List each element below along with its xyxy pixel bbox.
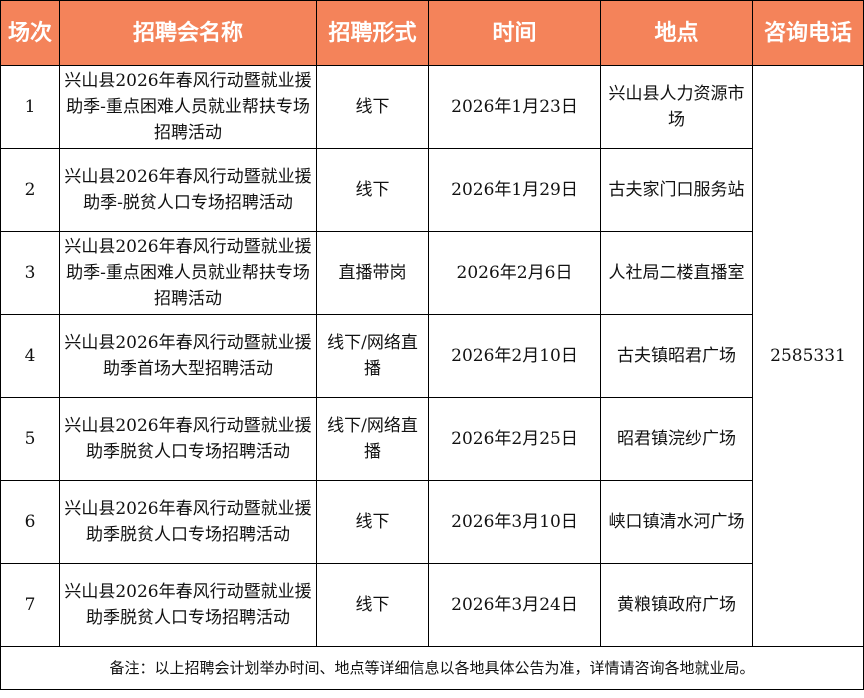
- cell-form: 直播带岗: [316, 231, 429, 315]
- cell-no: 5: [0, 397, 60, 481]
- cell-place: 峡口镇清水河广场: [600, 480, 753, 564]
- cell-no: 2: [0, 148, 60, 232]
- cell-no: 3: [0, 231, 60, 315]
- table-row: 3 兴山县2026年春风行动暨就业援助季-重点困难人员就业帮扶专场招聘活动 直播…: [0, 231, 864, 315]
- cell-name: 兴山县2026年春风行动暨就业援助季-重点困难人员就业帮扶专场招聘活动: [59, 231, 317, 315]
- cell-place: 古夫家门口服务站: [600, 148, 753, 232]
- header-form: 招聘形式: [316, 0, 429, 66]
- note: 备注：以上招聘会计划举办时间、地点等详细信息以各地具体公告为准，详情请咨询各地就…: [0, 646, 864, 690]
- cell-form: 线下: [316, 148, 429, 232]
- cell-date: 2026年3月24日: [428, 563, 601, 647]
- cell-form: 线下: [316, 563, 429, 647]
- cell-name: 兴山县2026年春风行动暨就业援助季-重点困难人员就业帮扶专场招聘活动: [59, 65, 317, 149]
- table-row: 6 兴山县2026年春风行动暨就业援助季脱贫人口专场招聘活动 线下 2026年3…: [0, 480, 864, 564]
- header-row: 场次 招聘会名称 招聘形式 时间 地点 咨询电话: [0, 0, 864, 66]
- cell-form: 线下/网络直播: [316, 314, 429, 398]
- cell-name: 兴山县2026年春风行动暨就业援助季-脱贫人口专场招聘活动: [59, 148, 317, 232]
- cell-form: 线下: [316, 65, 429, 149]
- table-row: 5 兴山县2026年春风行动暨就业援助季脱贫人口专场招聘活动 线下/网络直播 2…: [0, 397, 864, 481]
- header-name: 招聘会名称: [59, 0, 317, 66]
- cell-no: 7: [0, 563, 60, 647]
- cell-place: 古夫镇昭君广场: [600, 314, 753, 398]
- cell-place: 昭君镇浣纱广场: [600, 397, 753, 481]
- cell-place: 黄粮镇政府广场: [600, 563, 753, 647]
- table-row: 2 兴山县2026年春风行动暨就业援助季-脱贫人口专场招聘活动 线下 2026年…: [0, 148, 864, 232]
- cell-date: 2026年2月6日: [428, 231, 601, 315]
- cell-date: 2026年1月29日: [428, 148, 601, 232]
- cell-place: 人社局二楼直播室: [600, 231, 753, 315]
- cell-phone: 2585331: [752, 65, 864, 647]
- cell-no: 6: [0, 480, 60, 564]
- table-row: 4 兴山县2026年春风行动暨就业援助季首场大型招聘活动 线下/网络直播 202…: [0, 314, 864, 398]
- table-row: 7 兴山县2026年春风行动暨就业援助季脱贫人口专场招聘活动 线下 2026年3…: [0, 563, 864, 647]
- cell-name: 兴山县2026年春风行动暨就业援助季首场大型招聘活动: [59, 314, 317, 398]
- cell-name: 兴山县2026年春风行动暨就业援助季脱贫人口专场招聘活动: [59, 480, 317, 564]
- cell-name: 兴山县2026年春风行动暨就业援助季脱贫人口专场招聘活动: [59, 397, 317, 481]
- cell-no: 4: [0, 314, 60, 398]
- cell-date: 2026年1月23日: [428, 65, 601, 149]
- header-no: 场次: [0, 0, 60, 66]
- cell-form: 线下/网络直播: [316, 397, 429, 481]
- cell-date: 2026年2月25日: [428, 397, 601, 481]
- table-row: 1 兴山县2026年春风行动暨就业援助季-重点困难人员就业帮扶专场招聘活动 线下…: [0, 65, 864, 647]
- header-phone: 咨询电话: [752, 0, 864, 66]
- cell-date: 2026年3月10日: [428, 480, 601, 564]
- header-date: 时间: [428, 0, 601, 66]
- header-place: 地点: [600, 0, 753, 66]
- cell-no: 1: [0, 65, 60, 149]
- cell-date: 2026年2月10日: [428, 314, 601, 398]
- cell-place: 兴山县人力资源市场: [600, 65, 753, 149]
- cell-name: 兴山县2026年春风行动暨就业援助季脱贫人口专场招聘活动: [59, 563, 317, 647]
- cell-form: 线下: [316, 480, 429, 564]
